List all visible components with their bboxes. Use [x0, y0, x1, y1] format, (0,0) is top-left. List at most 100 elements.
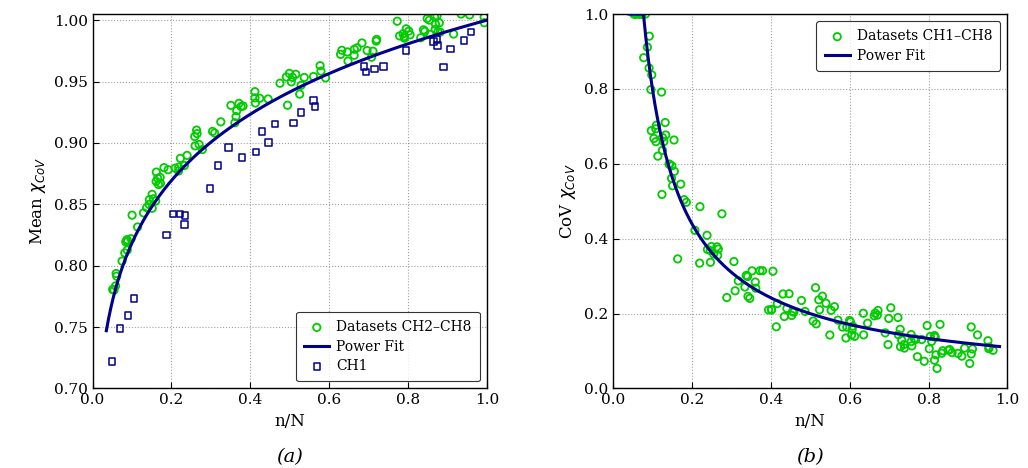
CH1	[306, 103, 323, 110]
Datasets CH2–CH8	[415, 26, 432, 34]
Datasets CH1–CH8	[664, 182, 681, 190]
Datasets CH1–CH8	[678, 198, 695, 206]
Power Fit	[926, 336, 939, 342]
Datasets CH1–CH8	[635, 54, 652, 61]
CH1	[293, 109, 309, 116]
Datasets CH1–CH8	[664, 162, 681, 169]
CH1	[356, 63, 372, 70]
Datasets CH2–CH8	[116, 249, 133, 256]
Datasets CH2–CH8	[144, 205, 160, 212]
Datasets CH1–CH8	[805, 317, 821, 325]
Datasets CH2–CH8	[282, 70, 298, 77]
Datasets CH1–CH8	[827, 303, 843, 310]
Datasets CH2–CH8	[431, 19, 447, 27]
Datasets CH2–CH8	[401, 27, 417, 35]
Datasets CH1–CH8	[649, 122, 665, 129]
Datasets CH1–CH8	[764, 306, 780, 314]
Datasets CH1–CH8	[844, 326, 860, 333]
Datasets CH1–CH8	[747, 278, 764, 286]
Datasets CH1–CH8	[797, 307, 813, 315]
Datasets CH1–CH8	[661, 161, 677, 168]
CH1	[260, 139, 277, 146]
CH1	[234, 154, 251, 161]
Datasets CH1–CH8	[846, 333, 862, 340]
Datasets CH1–CH8	[954, 352, 970, 360]
Datasets CH2–CH8	[354, 39, 370, 47]
Datasets CH2–CH8	[359, 47, 375, 54]
Power Fit	[993, 344, 1005, 349]
Datasets CH1–CH8	[963, 350, 980, 358]
Datasets CH2–CH8	[421, 30, 438, 38]
Datasets CH2–CH8	[419, 15, 436, 22]
Datasets CH1–CH8	[626, 10, 642, 18]
Datasets CH2–CH8	[271, 80, 288, 87]
Datasets CH1–CH8	[903, 331, 919, 338]
Datasets CH1–CH8	[737, 283, 754, 291]
CH1	[398, 47, 414, 54]
Datasets CH1–CH8	[642, 86, 659, 93]
CH1	[366, 65, 382, 73]
Power Fit	[623, 11, 635, 17]
X-axis label: n/N: n/N	[274, 413, 305, 430]
Datasets CH2–CH8	[227, 119, 244, 126]
Datasets CH2–CH8	[293, 81, 309, 89]
Datasets CH1–CH8	[775, 290, 792, 298]
Datasets CH2–CH8	[189, 130, 206, 137]
CH1	[254, 128, 270, 135]
CH1	[177, 221, 193, 228]
Power Fit	[283, 89, 295, 95]
Datasets CH2–CH8	[398, 25, 414, 33]
CH1	[436, 63, 452, 71]
Datasets CH1–CH8	[702, 258, 719, 266]
CH1	[266, 120, 283, 128]
Datasets CH1–CH8	[844, 322, 860, 330]
Power Fit	[985, 343, 997, 349]
Datasets CH2–CH8	[348, 44, 365, 51]
Datasets CH1–CH8	[907, 335, 923, 343]
Datasets CH2–CH8	[148, 178, 164, 185]
Datasets CH1–CH8	[895, 341, 912, 348]
Datasets CH2–CH8	[430, 28, 446, 36]
Datasets CH2–CH8	[396, 33, 412, 40]
Datasets CH2–CH8	[291, 90, 307, 98]
CH1	[305, 97, 322, 104]
Datasets CH1–CH8	[730, 277, 746, 285]
Datasets CH2–CH8	[191, 141, 208, 148]
Datasets CH1–CH8	[961, 360, 978, 367]
Datasets CH1–CH8	[751, 267, 768, 274]
Datasets CH1–CH8	[768, 323, 784, 330]
Datasets CH1–CH8	[859, 320, 876, 327]
Datasets CH2–CH8	[114, 257, 131, 265]
Datasets CH1–CH8	[738, 272, 755, 279]
Datasets CH1–CH8	[981, 345, 997, 352]
Datasets CH2–CH8	[429, 12, 445, 20]
Datasets CH2–CH8	[130, 223, 146, 231]
Power Fit	[801, 310, 813, 315]
CH1	[248, 148, 264, 156]
Datasets CH1–CH8	[839, 323, 855, 331]
Datasets CH1–CH8	[713, 210, 730, 218]
Datasets CH1–CH8	[675, 196, 692, 204]
Datasets CH2–CH8	[332, 51, 348, 58]
Datasets CH1–CH8	[654, 134, 670, 141]
Datasets CH1–CH8	[929, 365, 946, 372]
Datasets CH2–CH8	[152, 180, 169, 187]
Datasets CH1–CH8	[942, 346, 958, 353]
Datasets CH2–CH8	[136, 209, 152, 217]
Datasets CH2–CH8	[119, 236, 136, 243]
Datasets CH1–CH8	[699, 232, 715, 239]
Datasets CH2–CH8	[395, 30, 411, 37]
Datasets CH1–CH8	[843, 331, 859, 339]
Datasets CH1–CH8	[969, 331, 986, 339]
Datasets CH2–CH8	[285, 73, 301, 81]
Power Fit	[281, 90, 293, 96]
Line: Power Fit: Power Fit	[629, 14, 999, 346]
Datasets CH1–CH8	[881, 314, 897, 322]
Datasets CH1–CH8	[950, 350, 966, 357]
Datasets CH1–CH8	[632, 10, 649, 18]
Datasets CH1–CH8	[641, 32, 658, 40]
CH1	[429, 42, 445, 49]
Datasets CH2–CH8	[171, 167, 187, 175]
Datasets CH1–CH8	[646, 135, 662, 142]
Datasets CH1–CH8	[964, 345, 981, 353]
